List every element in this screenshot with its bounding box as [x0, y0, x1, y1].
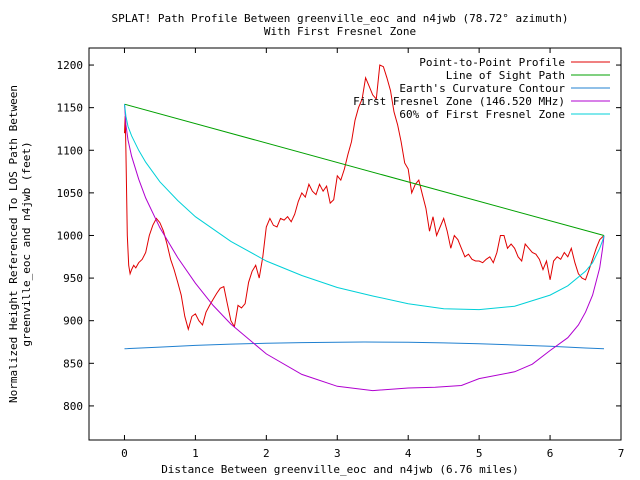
series-line-4	[124, 104, 605, 311]
series-line-1	[124, 103, 605, 236]
y-tick-label: 950	[63, 272, 83, 285]
chart-subtitle: With First Fresnel Zone	[264, 25, 416, 38]
x-axis: 0 1 2 3 4 5 6 7	[121, 48, 624, 460]
x-tick-label: 7	[618, 447, 625, 460]
x-tick-label: 5	[476, 447, 483, 460]
x-tick-label: 1	[192, 447, 199, 460]
y-tick-label: 1100	[57, 144, 84, 157]
y-tick-label: 1200	[57, 59, 84, 72]
legend-label-4: 60% of First Fresnel Zone	[399, 108, 565, 121]
y-tick-label: 850	[63, 357, 83, 370]
y-axis: 800 850 900 950 1000 1050 1100 1150 1200	[57, 59, 621, 413]
x-tick-label: 3	[334, 447, 341, 460]
series-line-0	[124, 64, 605, 332]
legend-label-0: Point-to-Point Profile	[419, 56, 565, 69]
x-tick-label: 4	[405, 447, 412, 460]
x-tick-label: 2	[263, 447, 270, 460]
plot-frame	[88, 47, 622, 441]
x-axis-label: Distance Between greenville_eoc and n4jw…	[161, 463, 519, 476]
y-tick-label: 1050	[57, 187, 84, 200]
series-line-3	[124, 104, 605, 392]
legend-label-3: First Fresnel Zone (146.520 MHz)	[353, 95, 565, 108]
series-layer	[124, 64, 605, 392]
y-tick-label: 1000	[57, 229, 84, 242]
y-axis-label-line2: greenville_eoc and n4jwb (feet)	[20, 141, 33, 346]
chart-title: SPLAT! Path Profile Between greenville_e…	[112, 12, 569, 25]
series-line-2	[124, 341, 605, 350]
x-tick-label: 0	[121, 447, 128, 460]
y-axis-label-line1: Normalized Height Referenced To LOS Path…	[7, 85, 20, 403]
y-tick-label: 900	[63, 315, 83, 328]
y-tick-label: 800	[63, 400, 83, 413]
x-tick-label: 6	[547, 447, 554, 460]
legend-label-1: Line of Sight Path	[446, 69, 565, 82]
y-tick-label: 1150	[57, 102, 84, 115]
legend-label-2: Earth's Curvature Contour	[399, 82, 565, 95]
